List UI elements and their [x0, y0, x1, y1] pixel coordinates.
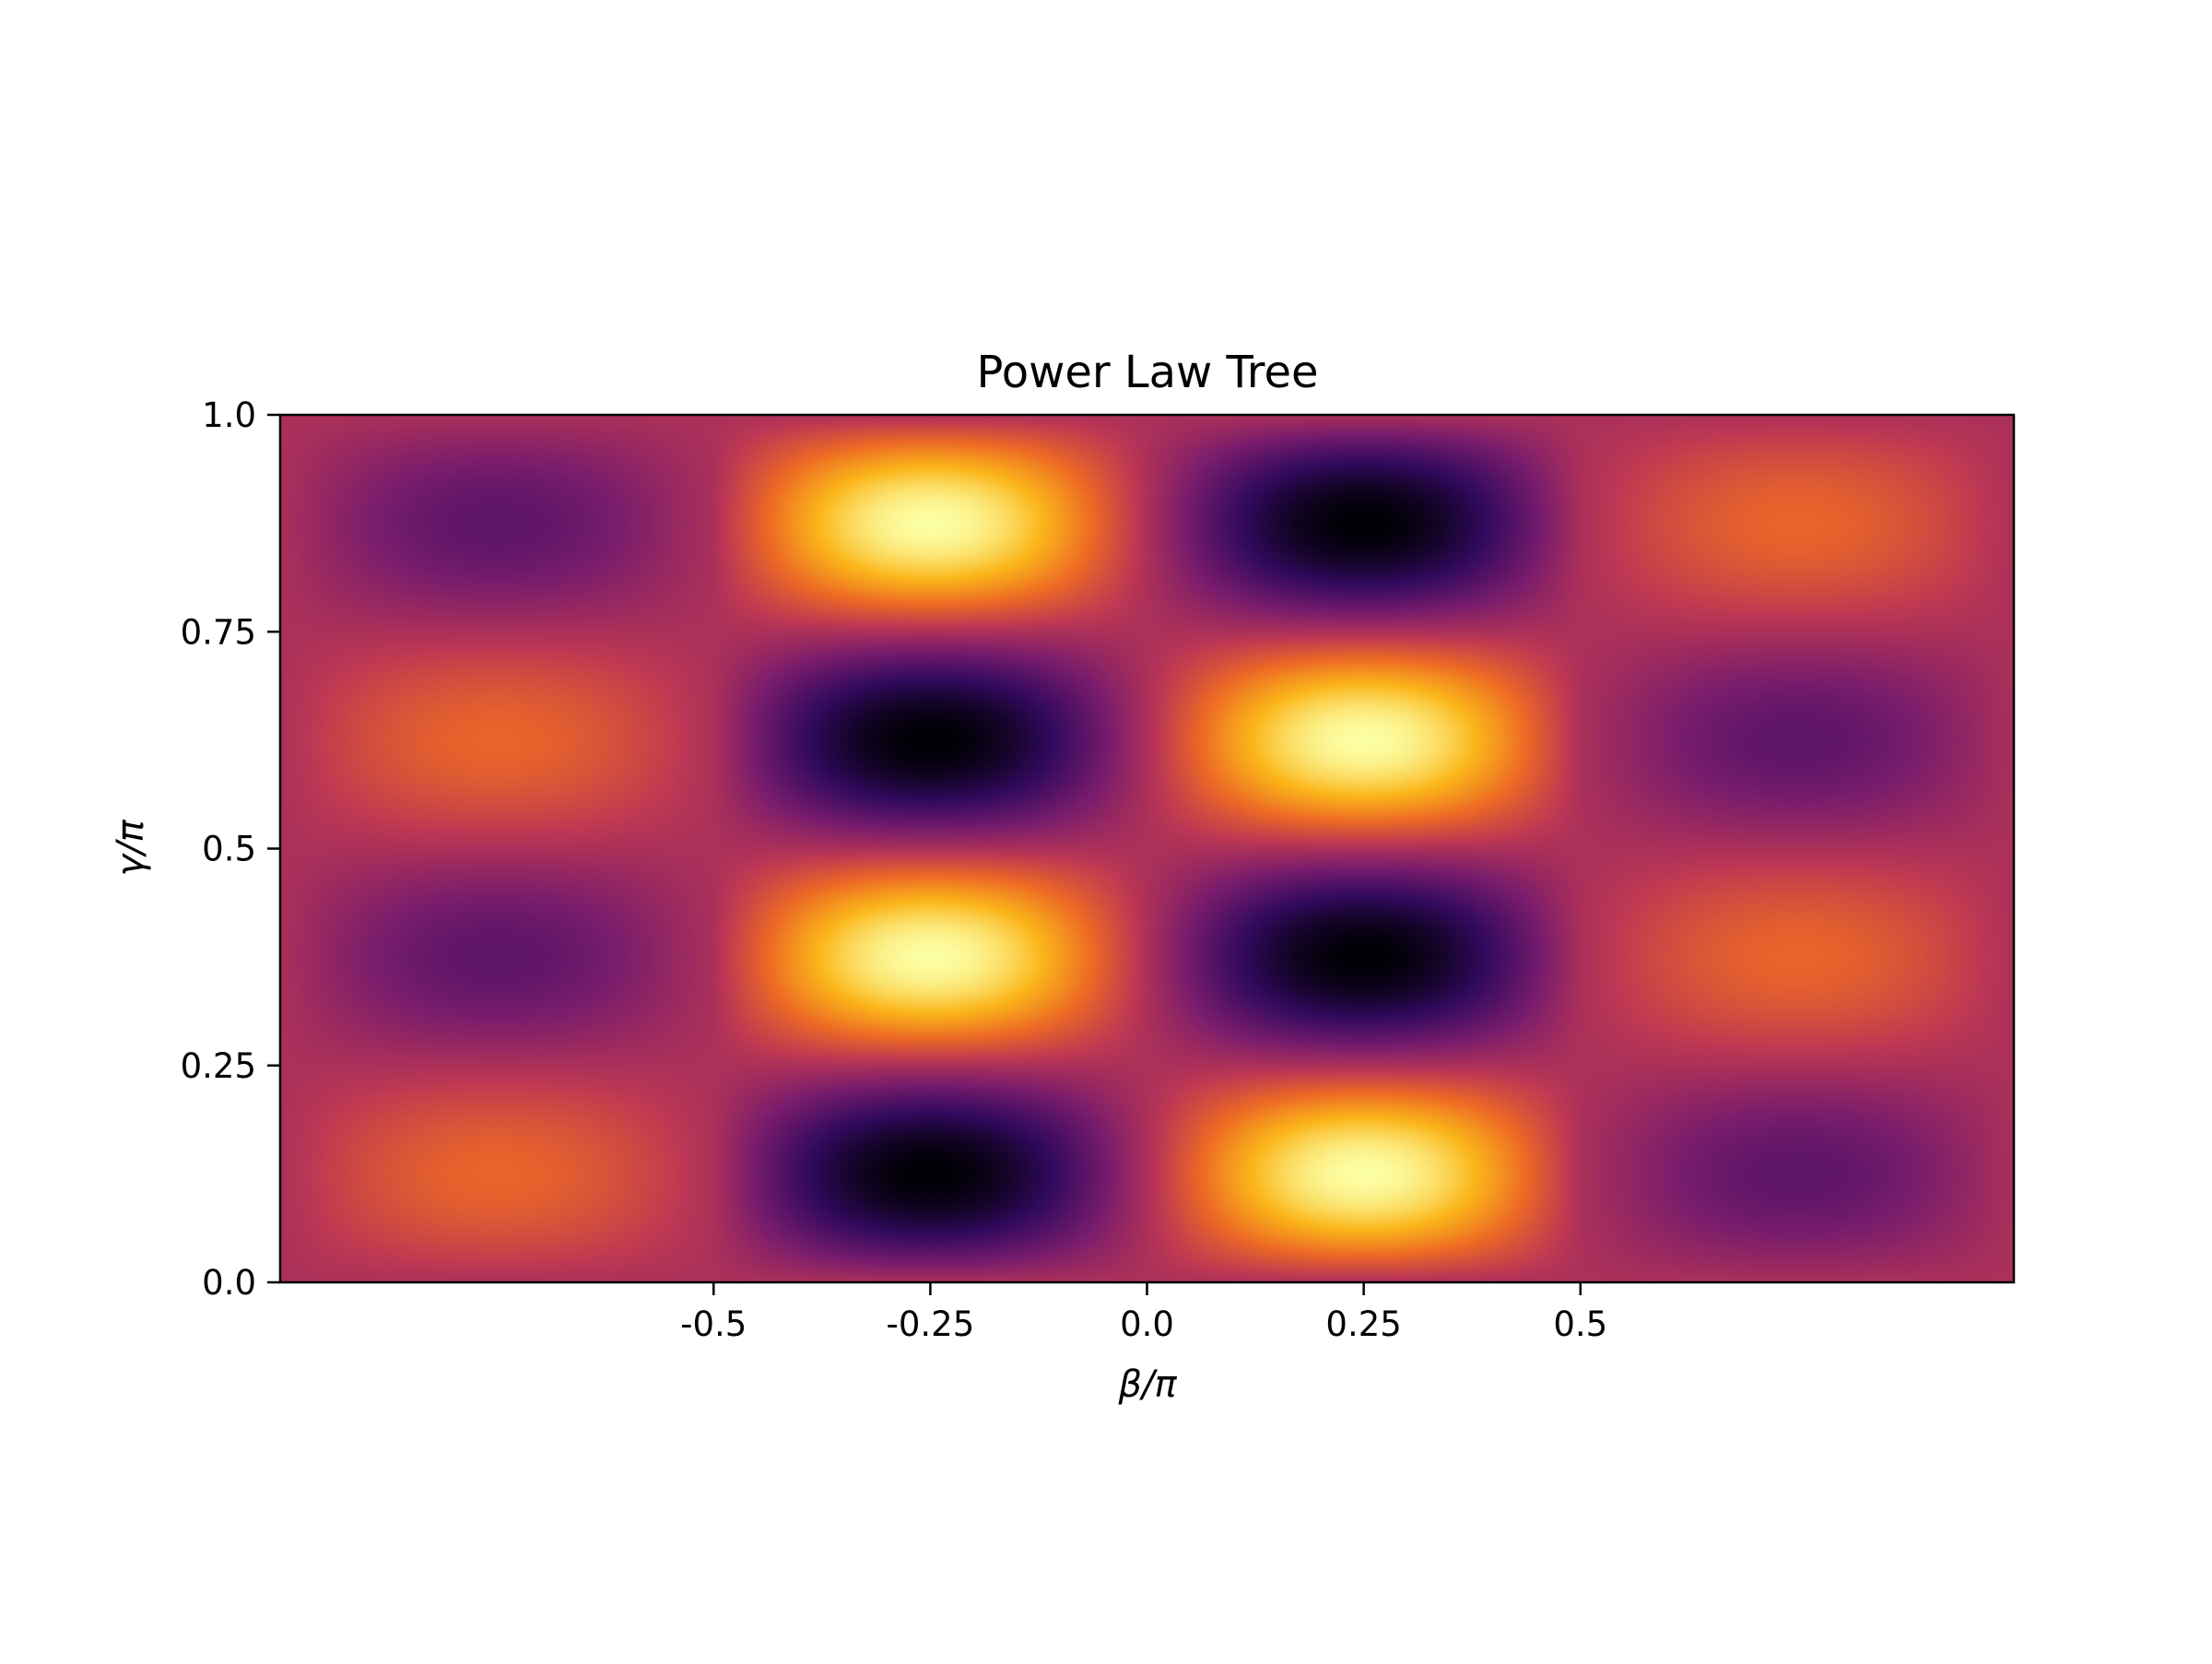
- heatmap-image: [280, 415, 2014, 1282]
- x-axis-label: β/π: [1117, 1363, 1177, 1406]
- chart-title: Power Law Tree: [976, 347, 1318, 398]
- x-tick-label: 0.5: [1553, 1304, 1607, 1344]
- y-axis-label: γ/π: [110, 819, 152, 876]
- x-tick-label: -0.25: [887, 1304, 975, 1344]
- x-axis-ticks: -0.5 -0.25 0.0 0.25 0.5: [680, 1282, 1607, 1344]
- y-tick-label: 0.0: [202, 1263, 256, 1303]
- heatmap-raster: [280, 415, 2014, 1282]
- y-axis-ticks: 0.0 0.25 0.5 0.75 1.0: [181, 395, 280, 1303]
- x-tick-label: 0.0: [1120, 1304, 1174, 1344]
- y-tick-label: 0.75: [181, 612, 256, 652]
- x-tick-label: -0.5: [680, 1304, 747, 1344]
- y-tick-label: 1.0: [202, 395, 256, 435]
- y-tick-label: 0.5: [202, 830, 256, 869]
- x-tick-label: 0.25: [1325, 1304, 1401, 1344]
- y-tick-label: 0.25: [181, 1046, 256, 1086]
